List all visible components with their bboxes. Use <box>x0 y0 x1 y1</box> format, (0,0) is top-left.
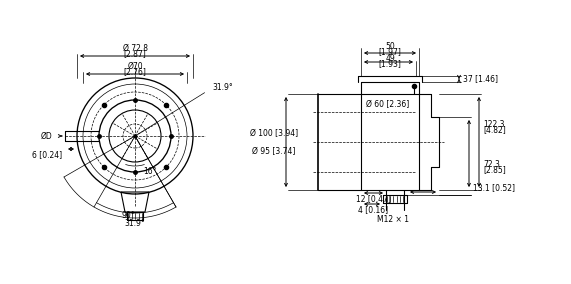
Text: 12 [0.47]: 12 [0.47] <box>356 195 391 204</box>
Text: 49: 49 <box>385 53 395 62</box>
Text: ØD: ØD <box>40 131 52 141</box>
Text: 90°: 90° <box>122 211 135 220</box>
Text: Ø 100 [3.94]: Ø 100 [3.94] <box>250 130 298 139</box>
Text: 4 [0.16]: 4 [0.16] <box>359 206 388 214</box>
Text: [1.93]: [1.93] <box>379 60 401 68</box>
Text: M12 × 1: M12 × 1 <box>377 216 409 224</box>
Text: Ø 60 [2.36]: Ø 60 [2.36] <box>367 101 409 110</box>
Text: [2.85]: [2.85] <box>483 166 506 174</box>
Text: [4.82]: [4.82] <box>483 126 506 135</box>
Text: 31.9°: 31.9° <box>212 83 234 92</box>
Text: 122.3: 122.3 <box>483 120 505 128</box>
Text: Ø70: Ø70 <box>127 62 143 70</box>
Text: [1.97]: [1.97] <box>379 47 401 57</box>
Text: 6 [0.24]: 6 [0.24] <box>32 151 62 160</box>
Text: [2.76]: [2.76] <box>123 68 146 76</box>
Text: [2.87]: [2.87] <box>124 49 146 59</box>
Text: Ø 95 [3.74]: Ø 95 [3.74] <box>252 147 296 156</box>
Text: 50: 50 <box>385 41 395 51</box>
Text: 13.1 [0.52]: 13.1 [0.52] <box>473 183 515 193</box>
Text: Ø 72.8: Ø 72.8 <box>123 43 147 53</box>
Text: 31.9°: 31.9° <box>124 218 146 227</box>
Text: 72.3: 72.3 <box>483 160 500 168</box>
Text: 37 [1.46]: 37 [1.46] <box>463 74 498 83</box>
Text: 16°: 16° <box>143 166 156 176</box>
